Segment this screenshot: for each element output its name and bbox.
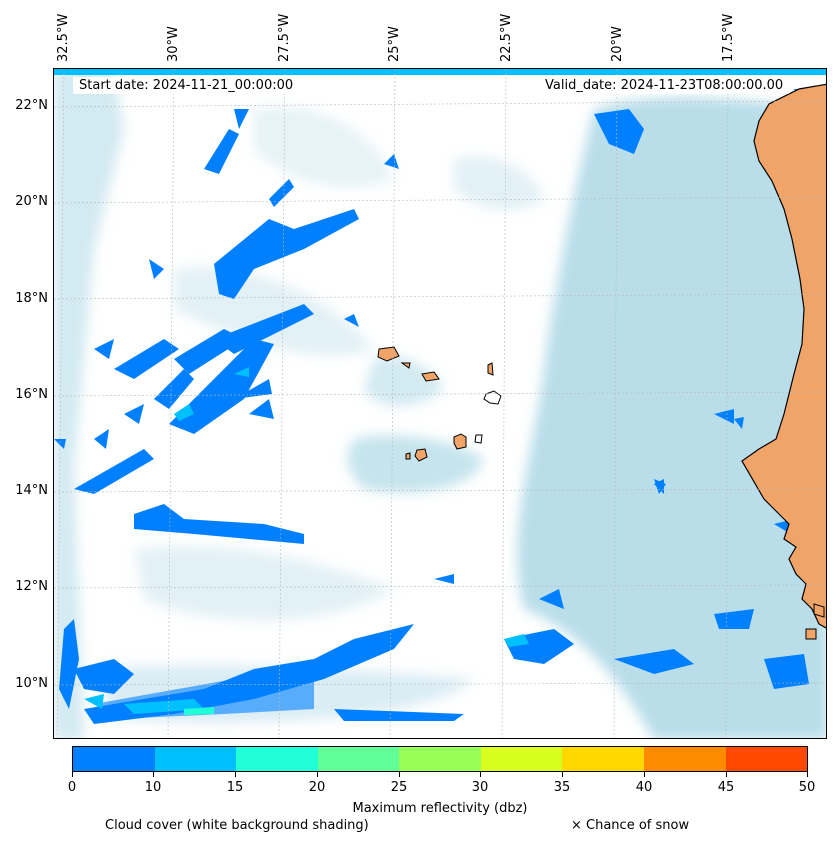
lat-label: 10°N [15, 676, 48, 691]
cape-verde-islands-white [474, 390, 502, 444]
colorbar-tick-label: 50 [798, 780, 816, 795]
snow-legend: × Chance of snow [571, 818, 690, 833]
lat-label: 20°N [15, 194, 48, 209]
reflectivity-top-band [54, 69, 826, 75]
map-area[interactable]: Start date: 2024-11-21_00:00:00 Valid_da… [53, 68, 827, 739]
colorbar-tick-label: 25 [390, 780, 408, 795]
colorbar-segment [154, 747, 237, 771]
africa-coast-islands [805, 603, 825, 640]
lon-label: 32.5°W [56, 13, 71, 62]
cape-verde-islands [377, 346, 494, 462]
cloud-cover-legend: Cloud cover (white background shading) [105, 818, 369, 833]
colorbar-segment [562, 747, 644, 771]
colorbar-title: Maximum reflectivity (dbz) [352, 801, 528, 816]
africa-land [741, 83, 826, 629]
lon-label: 17.5°W [721, 13, 736, 62]
map-canvas [54, 69, 826, 738]
colorbar-segment [317, 747, 400, 771]
lat-label: 14°N [15, 483, 48, 498]
lon-label: 22.5°W [499, 13, 514, 62]
colorbar-tick-label: 0 [67, 780, 77, 795]
reflectivity-high-layer [184, 707, 214, 715]
colorbar-tick-label: 10 [144, 780, 162, 795]
lon-label: 20°W [610, 26, 625, 62]
colorbar-segment [725, 747, 808, 771]
colorbar-segment [399, 747, 481, 771]
colorbar-tick-label: 35 [553, 780, 571, 795]
reflectivity-colorbar [72, 746, 808, 772]
graticule [54, 69, 826, 738]
colorbar-tick-label: 30 [471, 780, 489, 795]
lat-label: 16°N [15, 387, 48, 402]
lon-label: 30°W [166, 26, 181, 62]
lat-label: 22°N [15, 98, 48, 113]
lat-label: 12°N [15, 579, 48, 594]
colorbar-segment [73, 747, 155, 771]
colorbar-segment [236, 747, 318, 771]
valid-date-label: Valid_date: 2024-11-23T08:00:00.00 [539, 77, 790, 94]
lat-label: 18°N [15, 291, 48, 306]
lon-label: 27.5°W [277, 13, 292, 62]
colorbar-segment [480, 747, 563, 771]
start-date-label: Start date: 2024-11-21_00:00:00 [73, 77, 311, 94]
colorbar-tick-label: 20 [308, 780, 326, 795]
colorbar-segment [643, 747, 726, 771]
colorbar-tick-label: 40 [635, 780, 653, 795]
lon-label: 25°W [387, 26, 402, 62]
cloud-cover-layer [54, 69, 826, 738]
colorbar-tick-label: 45 [717, 780, 735, 795]
colorbar-tick-label: 15 [226, 780, 244, 795]
